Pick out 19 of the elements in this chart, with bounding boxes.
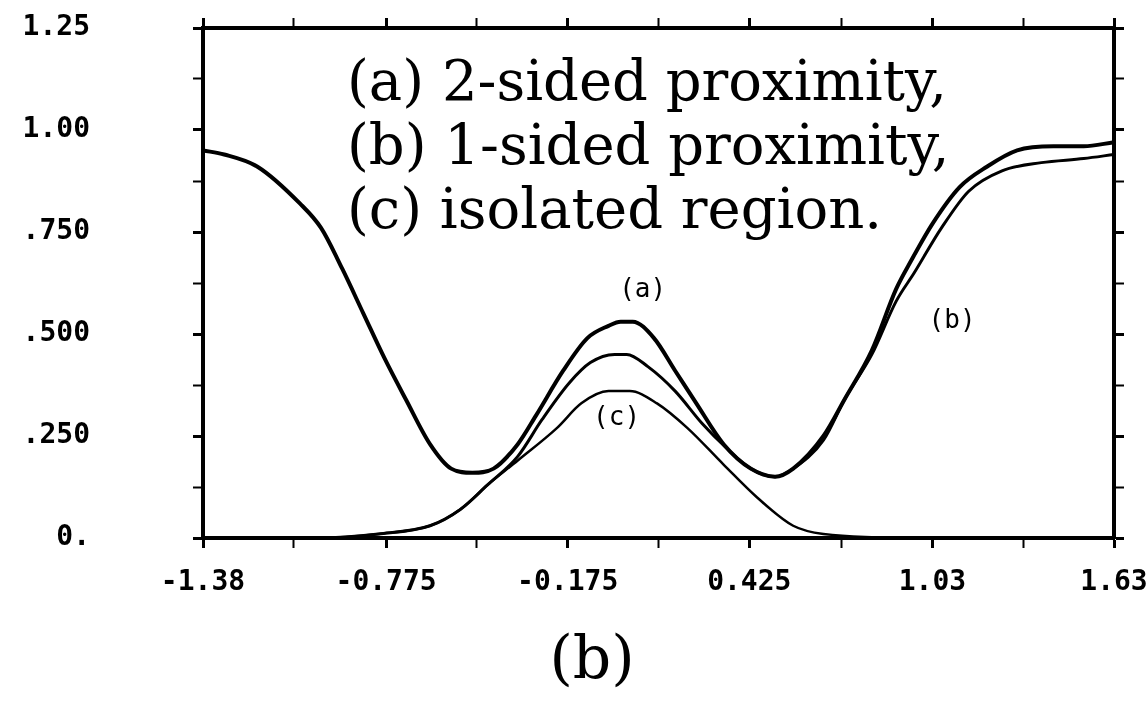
- series-label: (b): [928, 304, 976, 335]
- text: (b): [549, 622, 635, 692]
- series-label: (c): [593, 400, 641, 431]
- y-tick-label: .500: [22, 315, 90, 349]
- y-tick-label: 1.25: [22, 9, 90, 43]
- annotation: (a) 2-sided proximity,: [347, 48, 948, 113]
- y-tick-label: 1.00: [22, 111, 90, 145]
- y-tick-label: .750: [22, 213, 90, 247]
- annotation: (c) isolated region.: [347, 176, 883, 241]
- x-tick-label: 1.03: [898, 564, 967, 598]
- x-tick-label: 0.425: [707, 564, 792, 598]
- series-label: (a): [619, 272, 667, 303]
- x-tick-label: 1.63: [1080, 564, 1148, 598]
- annotation: (b) 1-sided proximity,: [347, 112, 950, 177]
- x-tick-label: -0.775: [335, 564, 437, 598]
- x-tick-label: -0.175: [517, 564, 619, 598]
- y-tick-label: .250: [22, 417, 90, 451]
- y-tick-label: 0.: [56, 519, 90, 553]
- x-tick-label: -1.38: [160, 564, 246, 598]
